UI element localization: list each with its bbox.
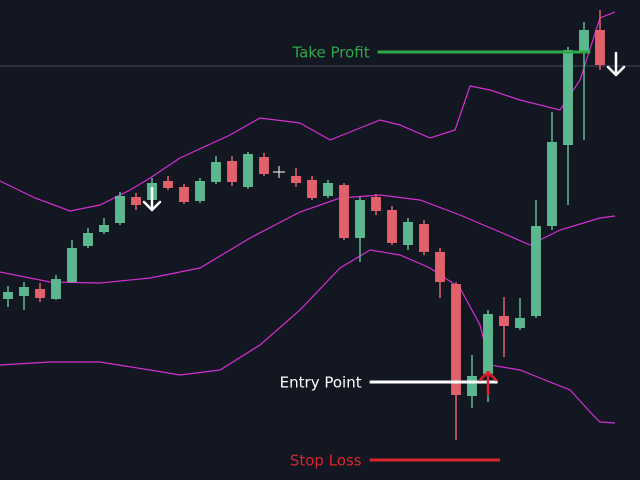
candle-body [99, 225, 109, 232]
candle-body [131, 197, 141, 205]
candle-body [403, 222, 413, 245]
candle-body [499, 316, 509, 326]
candle-body [483, 314, 493, 374]
candle-body [339, 185, 349, 238]
candle-body [259, 157, 269, 174]
candle-body [35, 289, 45, 298]
candle-body [451, 284, 461, 395]
band-line [0, 249, 616, 424]
candle-body [243, 154, 253, 187]
candle-body [83, 233, 93, 246]
candle-body [51, 279, 61, 299]
candle-body [435, 252, 445, 282]
candle-body [67, 248, 77, 282]
candle-body [563, 50, 573, 145]
candle-body [307, 180, 317, 198]
signal-arrow [142, 186, 162, 212]
band-line [0, 194, 616, 284]
candle-body [195, 181, 205, 201]
candle-body [547, 142, 557, 226]
candle-body [355, 200, 365, 238]
candle-body [371, 197, 381, 211]
candle-body [227, 161, 237, 182]
level-label: Take Profit [291, 44, 369, 62]
candle-body [387, 210, 397, 243]
candle-body [179, 187, 189, 202]
signal-arrow [606, 51, 626, 77]
candle-body [19, 287, 29, 296]
candle-body [467, 376, 477, 396]
candle-body [3, 292, 13, 299]
candle-body [323, 183, 333, 196]
level-label: Stop Loss [290, 452, 362, 470]
candle-body [211, 162, 221, 182]
candle-body [595, 30, 605, 65]
crosshair [273, 166, 285, 178]
candle-body [579, 30, 589, 51]
candle-body [291, 176, 301, 183]
candle-body [115, 196, 125, 223]
level-label: Entry Point [280, 374, 362, 392]
candle-body [531, 226, 541, 316]
signal-arrow [478, 370, 498, 396]
candle-body [419, 224, 429, 252]
candle-body [163, 181, 173, 188]
candle-body [515, 318, 525, 328]
